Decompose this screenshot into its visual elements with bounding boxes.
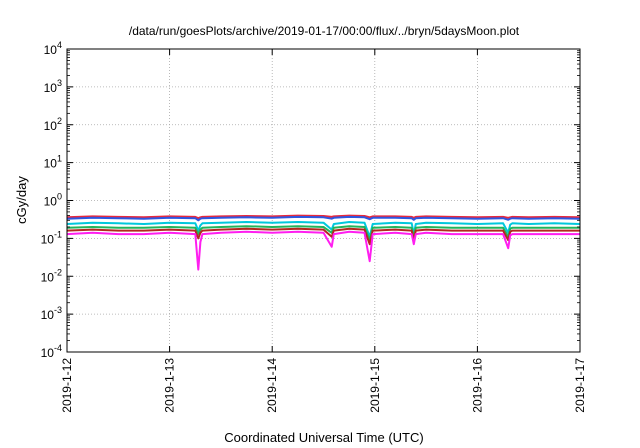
y-tick-label: 104 [44,40,62,57]
x-axis-label: Coordinated Universal Time (UTC) [224,430,423,445]
axis-ticks: 10-4 10-3 10-2 10-1 100 101 102 103 104 2019-1-12… [41,40,587,413]
y-tick-label: 10-3 [41,305,62,322]
y-tick-label: 100 [44,192,62,209]
series-line [66,214,581,220]
x-tick-label: 2019-1-16 [470,358,484,413]
y-tick-label: 101 [44,154,62,171]
series-line [66,227,580,246]
x-tick-label: 2019-1-13 [163,358,177,413]
y-axis-label: cGy/day [14,176,29,224]
y-tick-label: 103 [44,78,62,95]
series-line [66,215,581,222]
plot-frame [66,48,581,353]
x-tick-label: 2019-1-14 [265,358,279,413]
x-tick-label: 2019-1-15 [368,358,382,413]
x-tick-label: 2019-1-12 [60,358,74,413]
y-tick-label: 10-4 [41,343,62,360]
y-tick-label: 10-1 [41,229,62,246]
series-line [66,225,580,242]
grid [67,49,580,352]
series-line [66,221,581,238]
series-line [66,230,580,271]
y-tick-label: 102 [44,116,62,133]
chart-title: /data/run/goesPlots/archive/2019-01-17/0… [129,24,520,38]
x-tick-label: 2019-1-17 [573,358,587,413]
y-tick-label: 10-2 [41,267,62,284]
series-layer [66,214,581,271]
